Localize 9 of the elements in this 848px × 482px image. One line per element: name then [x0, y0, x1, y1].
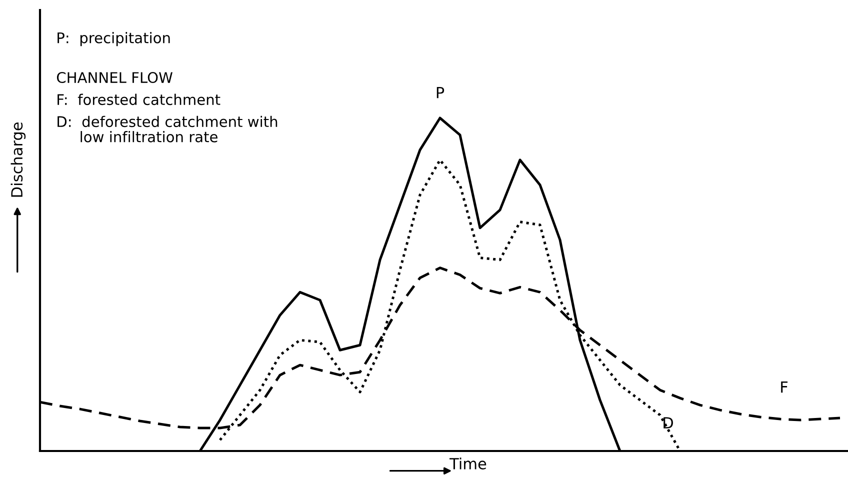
- series-label: P: [436, 87, 444, 98]
- y-axis-title: Discharge: [10, 122, 26, 197]
- text: P: precipitation: [58, 32, 170, 46]
- series-label: F: [781, 381, 788, 393]
- text: F: forested catchment: [58, 94, 220, 106]
- annotation: D: deforested catchment with low infiltration rate: [58, 116, 278, 142]
- series-label: D: [664, 417, 673, 428]
- x-axis-title: Time: [450, 458, 486, 470]
- text: CHANNEL FLOW: [56, 72, 172, 84]
